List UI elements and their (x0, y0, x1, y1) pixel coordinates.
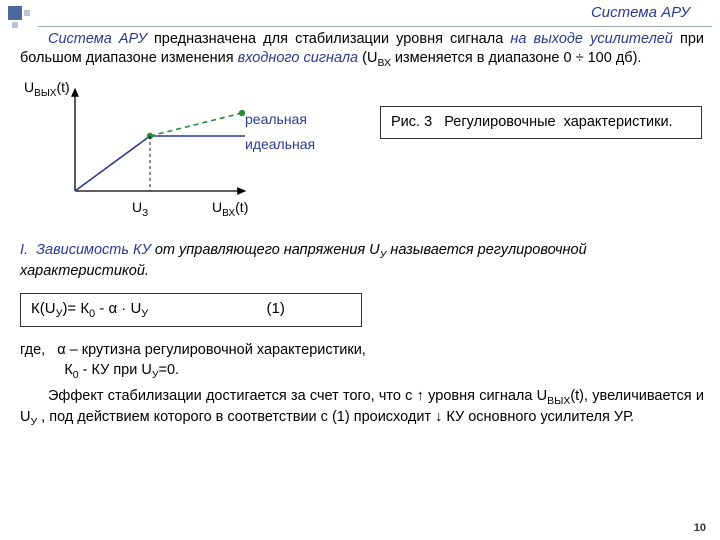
intro-text: предназначена (154, 31, 256, 47)
ideal-rise-line (75, 136, 150, 191)
chart-area: UВЫХ(t) UЗ UВХ(t) реальная идеальная (20, 81, 704, 231)
intro-text: для стабилизации уровня сигнала (256, 31, 510, 47)
figure-text: Регулировочные характеристики. (444, 114, 672, 130)
legend-ideal: идеальная (245, 136, 315, 152)
where-intro: где, (20, 342, 45, 358)
chart-svg (30, 81, 260, 216)
where-alpha: α – крутизна регулировочной характеристи… (57, 342, 366, 358)
uz-label: UЗ (132, 199, 148, 219)
formula-box: К(UУ)= К0 - α · UУ (1) (20, 293, 362, 327)
where-k0: К0 - КУ при UУ=0. (64, 362, 179, 378)
formula-eq-number: (1) (267, 300, 285, 317)
intro-system-name: Система АРУ (48, 31, 154, 47)
page-title: Система АРУ (591, 4, 690, 21)
where-block: где, α – крутизна регулировочной характе… (20, 341, 704, 383)
formula-lhs: К(UУ)= К0 - α · UУ (31, 300, 148, 317)
real-line (150, 113, 242, 136)
figure-caption-box: Рис. 3 Регулировочные характеристики. (380, 106, 702, 139)
x-axis-label: UВХ(t) (212, 199, 248, 219)
definition-emph: Зависимость КУ (36, 242, 151, 258)
intro-emph: входного сигнала (238, 50, 358, 66)
intro-paragraph: Система АРУ предназначена для стабилизац… (20, 30, 704, 71)
definition-block: I. Зависимость КУ от управляющего напряж… (20, 241, 704, 281)
intro-range: (UВХ изменяется в диапазоне 0 ÷ 100 дб). (362, 50, 641, 66)
intro-emph: на выходе усилителей (510, 31, 673, 47)
definition-marker: I. (20, 242, 28, 258)
figure-label: Рис. 3 (391, 114, 432, 130)
conclusion-paragraph: Эффект стабилизации достигается за счет … (20, 387, 704, 430)
legend-real: реальная (245, 111, 307, 127)
page-number: 10 (694, 522, 706, 534)
content-area: Система АРУ предназначена для стабилизац… (20, 30, 704, 430)
conclusion-text: Эффект стабилизации достигается за счет … (20, 388, 704, 426)
header-rule (38, 26, 712, 27)
